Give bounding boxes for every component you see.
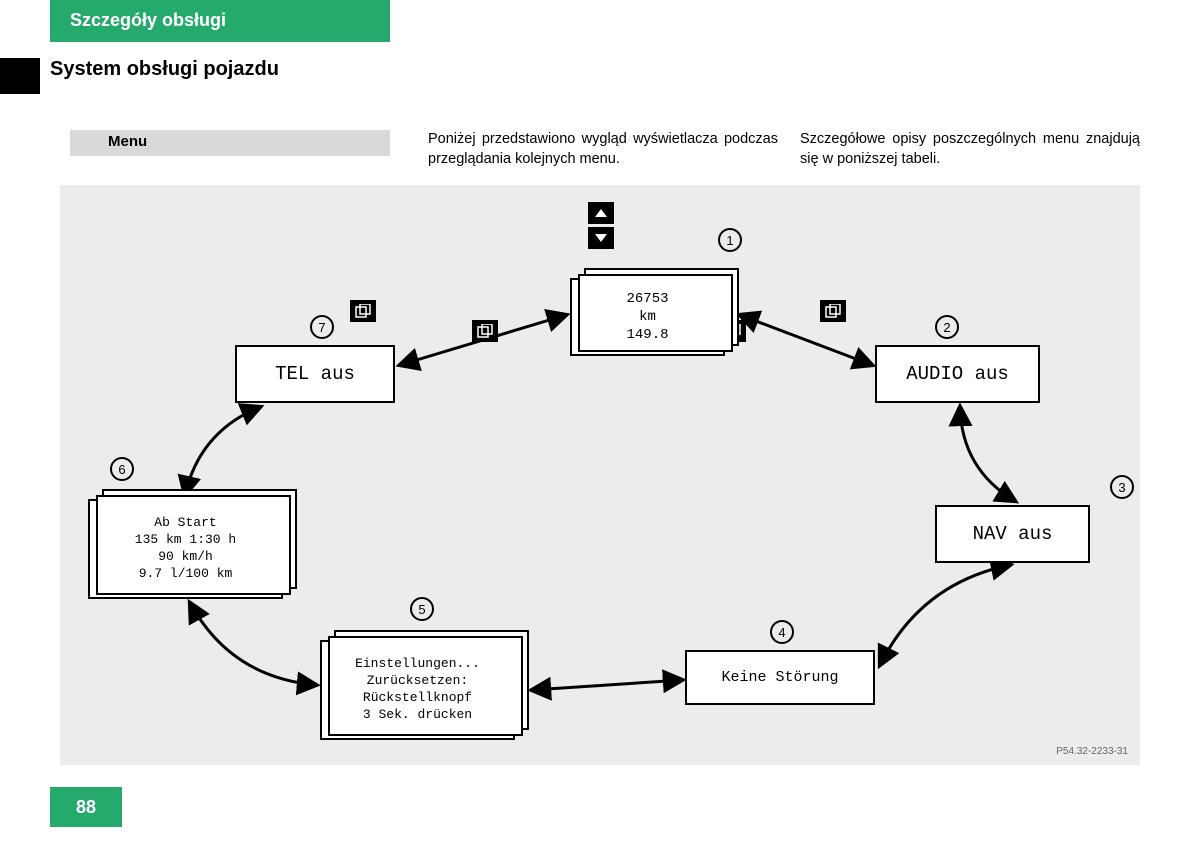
header-section-title: System obsługi pojazdu (50, 58, 279, 81)
display-screen-4: Keine Störung (685, 650, 875, 705)
display-screen-2: AUDIO aus (875, 345, 1040, 403)
node-number-1: 1 (718, 228, 742, 252)
arrow-up-icon (588, 202, 614, 224)
display-screen-7: TEL aus (235, 345, 395, 403)
intro-paragraph-2: Szczegółowe opisy poszczególnych menu zn… (800, 130, 1140, 169)
display-line: TEL aus (275, 362, 355, 387)
display-line: 90 km/h (158, 549, 213, 566)
display-line: km (639, 308, 656, 326)
display-line: 135 km 1:30 h (135, 532, 236, 549)
display-line: NAV aus (973, 522, 1053, 547)
arrow-down-icon (588, 227, 614, 249)
menu-flow-diagram: P54.32-2233-31 26753km149.8 1 AUDIO aus 2 NA… (60, 185, 1140, 765)
page-number-badge: 88 (50, 787, 122, 827)
node-number-2: 2 (935, 315, 959, 339)
page-icon (350, 300, 376, 322)
display-line: Ab Start (154, 515, 216, 532)
node-number-5: 5 (410, 597, 434, 621)
menu-section-bar: Menu (70, 130, 390, 156)
node-number-4: 4 (770, 620, 794, 644)
display-line: 3 Sek. drücken (363, 707, 472, 724)
intro-paragraph-1: Poniżej przedstawiono wygląd wyświetlacz… (428, 130, 778, 169)
figure-reference-code: P54.32-2233-31 (1056, 746, 1128, 757)
display-line: 149.8 (626, 326, 668, 344)
page-icon (472, 320, 498, 342)
left-margin-strip (0, 58, 40, 94)
display-screen-5: Einstellungen...Zurücksetzen:Rückstellkn… (320, 640, 515, 740)
display-line: 26753 (626, 290, 668, 308)
page-icon (820, 300, 846, 322)
display-line: Zurücksetzen: (367, 673, 468, 690)
display-line: AUDIO aus (906, 362, 1009, 387)
display-line: Einstellungen... (355, 656, 480, 673)
node-number-6: 6 (110, 457, 134, 481)
display-screen-6: Ab Start135 km 1:30 h90 km/h9.7 l/100 km (88, 499, 283, 599)
display-line: Rückstellknopf (363, 690, 472, 707)
node-number-7: 7 (310, 315, 334, 339)
display-line: Keine Störung (721, 668, 838, 688)
header-chapter-title: Szczegóły obsługi (50, 0, 390, 42)
display-screen-1: 26753km149.8 (570, 278, 725, 356)
display-screen-3: NAV aus (935, 505, 1090, 563)
node-number-3: 3 (1110, 475, 1134, 499)
display-line: 9.7 l/100 km (139, 566, 233, 583)
